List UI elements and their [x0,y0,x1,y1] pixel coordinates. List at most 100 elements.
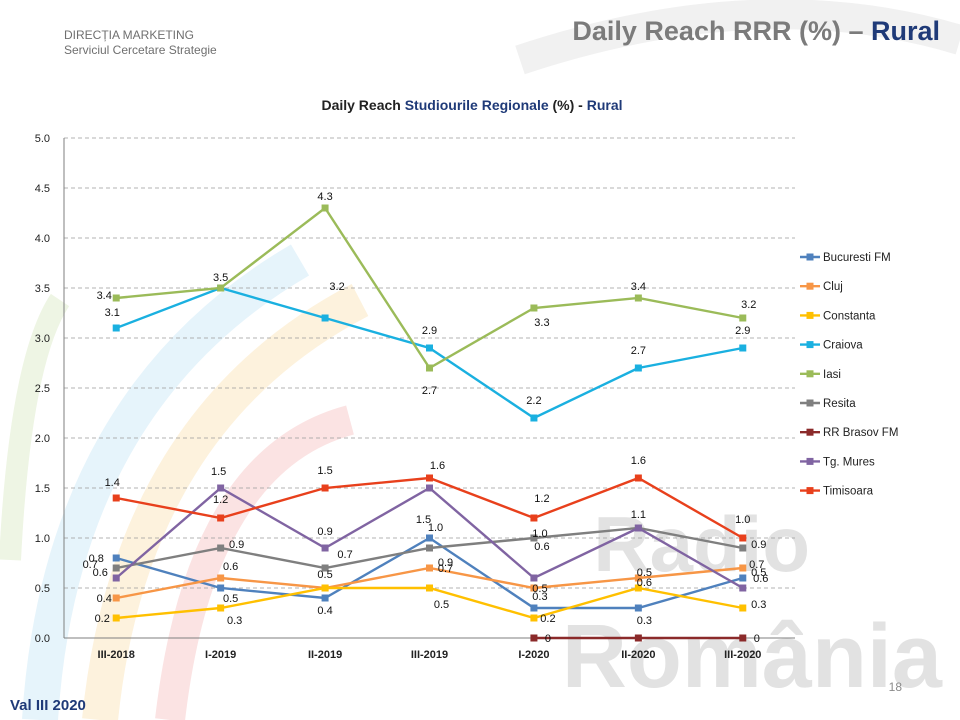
data-point [739,634,747,642]
data-label: 3.1 [105,307,120,319]
y-tick-label: 5.0 [35,133,50,145]
data-label: 0.3 [532,591,547,603]
data-point [426,584,433,592]
data-label: 1.5 [211,466,226,478]
data-point [112,294,120,302]
data-point [530,414,538,422]
y-tick-label: 3.5 [35,283,50,295]
y-tick-label: 0.5 [35,583,50,595]
data-label: 1.6 [631,455,646,467]
data-label: 0.6 [753,573,768,585]
series-line [115,286,744,420]
data-label: 0.5 [532,583,547,595]
data-label: 3.2 [741,299,756,311]
legend-label: Iasi [823,369,841,381]
y-tick-label: 0.0 [35,633,50,645]
data-label: 0 [754,633,760,645]
data-label: 2.2 [526,395,541,407]
data-point [321,484,329,492]
chart-title-part4: Rural [587,97,623,113]
x-tick-label: III-2018 [98,649,135,661]
data-label: 2.7 [631,345,646,357]
chart-title: Daily Reach Studiourile Regionale (%) - … [321,97,622,113]
data-point [112,494,120,502]
data-point [426,474,433,482]
data-point [112,324,120,332]
y-tick-label: 3.0 [35,333,50,345]
data-label: 0.9 [751,539,766,551]
data-label: 0.6 [93,567,108,579]
data-point [426,534,433,542]
data-point [112,574,120,582]
data-label: 1.4 [105,477,120,489]
data-point [112,594,120,602]
data-label: 0.9 [229,539,244,551]
data-point [634,364,642,372]
data-label: 1.6 [430,460,445,472]
data-point [634,294,642,302]
slide-title: Daily Reach RRR (%) – Rural [572,16,940,47]
data-point [321,544,329,552]
data-point [217,584,225,592]
data-point [217,484,225,492]
legend-marker [806,457,814,465]
data-label: 3.5 [213,272,228,284]
y-tick-label: 1.5 [35,483,50,495]
data-label: 0.5 [317,569,332,581]
data-point [217,284,225,292]
data-point [530,604,538,612]
data-point [634,604,642,612]
x-tick-label: I-2019 [205,649,236,661]
data-label: 0.3 [637,615,652,627]
watermark-line1: Radio [593,500,810,588]
chart-title-part3: (%) - [549,97,587,113]
data-point [530,584,538,592]
data-label: 1.0 [735,514,750,526]
data-point [321,564,329,572]
legend-label: Tg. Mures [823,456,875,468]
data-label: 0.7 [337,549,352,561]
data-label: 3.3 [534,317,549,329]
data-label: 0.4 [317,605,332,617]
x-tick-label: I-2020 [518,649,549,661]
footer-label: Val III 2020 [10,697,86,714]
slide-title-main: Daily Reach RRR (%) – [572,16,871,46]
data-label: 0.3 [227,615,242,627]
data-label: 0.9 [317,526,332,538]
data-label: 0.4 [97,593,112,605]
data-point [426,484,433,492]
data-label: 1.2 [213,494,228,506]
data-point [217,604,225,612]
data-label: 4.3 [317,191,332,203]
legend-label: Resita [823,398,856,410]
data-point [217,544,225,552]
data-point [739,534,747,542]
data-label: 1.2 [534,493,549,505]
data-point [217,574,225,582]
data-label: 0.9 [438,557,453,569]
data-point [112,614,120,622]
data-label: 3.4 [631,281,646,293]
y-tick-label: 2.0 [35,433,50,445]
y-tick-label: 2.5 [35,383,50,395]
data-point [634,574,642,582]
data-point [739,574,747,582]
data-label: 0.2 [540,613,555,625]
legend-marker [806,282,814,290]
slide-title-accent: Rural [870,16,940,46]
data-label: 0 [545,633,551,645]
x-tick-label: II-2019 [308,649,342,661]
data-label: 1.5 [317,465,332,477]
data-label: 0.7 [749,559,764,571]
data-point [426,544,433,552]
data-point [530,614,538,622]
data-point [426,564,433,572]
data-point [530,304,538,312]
y-tick-label: 4.5 [35,183,50,195]
data-label: 0.8 [89,553,104,565]
data-point [321,204,329,212]
data-label: 1.0 [532,528,547,540]
legend-label: Bucuresti FM [823,252,891,264]
legend-marker [806,341,814,349]
